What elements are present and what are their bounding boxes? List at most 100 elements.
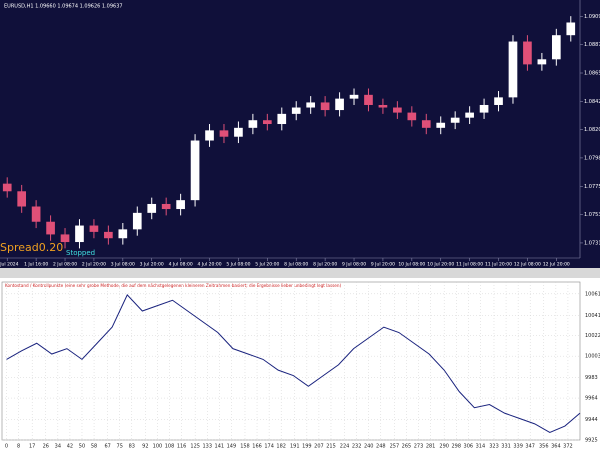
y-tick-label: 9925 [585,438,598,444]
x-tick-label: 17 [29,444,35,450]
x-tick-label: 3 Jul 08:00 [111,262,135,268]
x-tick-label: 265 [402,444,412,450]
candle-body [537,59,547,65]
x-tick-label: 12 Jul 20:00 [543,262,570,268]
candle-body [291,107,301,114]
x-tick-label: 215 [326,444,336,450]
candle-body [176,200,185,210]
candle-body [436,122,446,128]
y-tick-label: 9964 [585,396,598,402]
y-tick-label: 1.09098 [584,14,600,20]
y-tick-label: 1.07536 [584,212,600,218]
candle-body [320,102,330,111]
y-tick-label: 1.08875 [584,42,600,48]
x-tick-label: 339 [513,444,523,450]
x-tick-label: 11 Jul 20:00 [485,262,512,268]
x-tick-label: 2 Jul 20:00 [82,262,106,268]
y-tick-label: 1.08652 [584,71,600,77]
x-tick-label: 50 [79,444,85,450]
x-tick-label: 9 Jul 08:00 [342,262,366,268]
candle-body [393,107,402,113]
x-tick-label: 199 [302,444,312,450]
y-tick-label: 1.08206 [584,127,600,133]
candle-body [190,140,200,201]
candle-body [378,104,388,108]
x-tick-label: 11 Jul 08:00 [456,262,483,268]
candle-body [349,94,359,99]
candle-body [523,41,532,65]
candle-body [508,41,518,98]
x-tick-label: 4 Jul 20:00 [197,262,221,268]
candle-body [494,97,503,105]
x-tick-label: 133 [202,444,212,450]
x-tick-label: 8 Jul 20:00 [313,262,337,268]
x-tick-label: 26 [43,444,49,450]
x-tick-label: 92 [142,444,148,450]
spread-label: Spread0.20 [0,241,63,254]
price-panel [0,0,600,268]
x-tick-label: 108 [165,444,175,450]
x-tick-label: 356 [539,444,549,450]
separator [0,268,600,278]
y-tick-label: 9944 [585,417,598,423]
candle-body [450,117,460,123]
x-tick-label: 3 Jul 20:00 [140,262,164,268]
x-tick-label: 42 [67,444,73,450]
x-tick-label: 8 Jul 08:00 [284,262,308,268]
candle-body [306,102,316,108]
x-tick-label: 314 [476,444,486,450]
x-tick-label: 182 [276,444,286,450]
x-tick-label: 8 [17,444,20,450]
x-tick-label: 240 [364,444,374,450]
balance-line [6,294,581,434]
x-tick-label: 331 [501,444,511,450]
y-tick-label: 10041 [585,313,600,319]
x-tick-label: 273 [414,444,424,450]
symbol-title: EURUSD,H1 1.09660 1.09674 1.09626 1.0963… [4,4,123,10]
x-tick-label: 207 [314,444,324,450]
x-tick-label: 58 [91,444,97,450]
x-tick-label: 306 [464,444,474,450]
x-tick-label: 281 [426,444,436,450]
x-tick-label: 166 [252,444,262,450]
x-tick-label: 34 [55,444,61,450]
x-tick-label: 12 Jul 08:00 [514,262,541,268]
x-tick-label: 248 [376,444,386,450]
x-tick-label: 4 Jul 08:00 [169,262,193,268]
candle-body [2,183,12,192]
candle-body [364,94,373,105]
candle-body [219,130,229,137]
candle-body [262,120,272,125]
candle-body [465,112,474,118]
x-tick-label: 347 [525,444,535,450]
candle-body [248,120,258,128]
candle-body [132,212,142,230]
y-tick-label: 10022 [585,333,600,339]
x-tick-label: 224 [340,444,350,450]
x-tick-label: 100 [153,444,163,450]
y-tick-label: 1.07983 [584,155,600,161]
x-tick-label: 372 [563,444,573,450]
candle-body [407,112,417,121]
candle-body [17,191,27,207]
x-tick-label: 232 [352,444,362,450]
candle-body [551,35,561,60]
candle-body [46,221,55,235]
x-tick-label: 5 Jul 08:00 [226,262,250,268]
candle-body [104,231,113,239]
balance-title: Kontostand / Kontrollpunkte (eine sehr g… [5,283,342,288]
x-tick-label: 75 [117,444,123,450]
candle-body [335,98,344,111]
x-tick-label: 9 Jul 20:00 [371,262,395,268]
x-tick-label: 125 [190,444,200,450]
y-tick-label: 10061 [585,291,600,297]
x-tick-label: 1 Jul 16:00 [24,262,48,268]
y-tick-label: 1.07759 [584,184,600,190]
x-tick-label: 2 Jul 08:00 [53,262,77,268]
candle-body [31,206,41,222]
y-tick-label: 1.08429 [584,99,600,105]
x-tick-label: 10 Jul 20:00 [427,262,454,268]
x-tick-label: 1 Jul 2024 [0,262,19,268]
candle-body [566,22,576,36]
candle-body [89,225,99,232]
